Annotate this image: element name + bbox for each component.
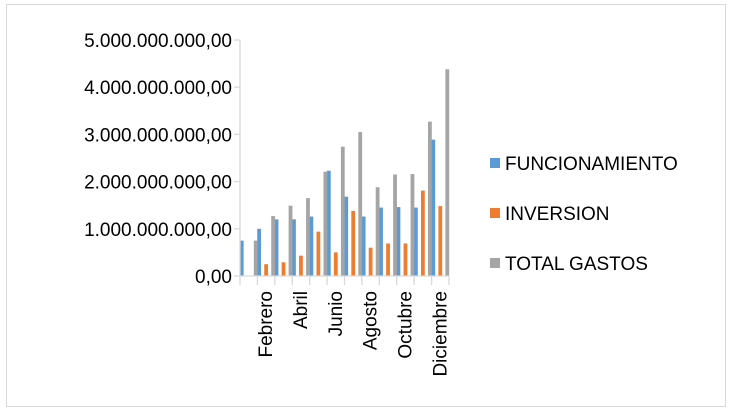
y-tick-labels: 0,00 1.000.000.000,00 2.000.000.000,00 3.00… bbox=[84, 31, 232, 288]
bar-funcionamiento-9 bbox=[396, 207, 401, 276]
y-tick-label-0: 0,00 bbox=[195, 267, 232, 288]
bar-inversion-7 bbox=[368, 247, 373, 276]
bar-funcionamiento-10 bbox=[413, 207, 418, 276]
bar-funcionamiento-3 bbox=[292, 219, 296, 276]
bar-inversion-2 bbox=[281, 262, 286, 276]
bar-inversion-11 bbox=[438, 206, 443, 276]
legend-swatch-2 bbox=[490, 258, 500, 268]
x-tick-label-1: Febrero bbox=[256, 291, 277, 358]
bar-inversion-9 bbox=[403, 243, 408, 276]
bar-total-gastos-5 bbox=[340, 146, 345, 276]
bar-funcionamiento-8 bbox=[379, 207, 383, 276]
bar-total-gastos-9 bbox=[410, 174, 415, 276]
legend-label-2: TOTAL GASTOS bbox=[505, 254, 648, 275]
x-tick-label-5: Junio bbox=[326, 291, 347, 336]
bar-total-gastos-11 bbox=[445, 69, 450, 276]
bar-total-gastos-7 bbox=[375, 187, 380, 276]
x-tick-label-7: Agosto bbox=[361, 291, 382, 350]
bar-funcionamiento-1 bbox=[257, 228, 262, 276]
bar-funcionamiento-6 bbox=[344, 196, 349, 276]
bars-layer bbox=[239, 69, 450, 276]
x-tick-label-9: Octubre bbox=[395, 291, 416, 359]
legend: FUNCIONAMIENTO INVERSION TOTAL GASTOS bbox=[490, 154, 678, 275]
bar-inversion-1 bbox=[264, 264, 269, 276]
bar-total-gastos-6 bbox=[358, 132, 363, 276]
bar-inversion-3 bbox=[299, 255, 303, 276]
legend-swatch-1 bbox=[490, 208, 500, 218]
y-tick-label-5: 5.000.000.000,00 bbox=[84, 31, 232, 52]
axes bbox=[234, 39, 450, 285]
bar-funcionamiento-0 bbox=[239, 240, 244, 276]
legend-swatch-0 bbox=[490, 158, 500, 168]
bar-funcionamiento-4 bbox=[309, 216, 314, 276]
bar-funcionamiento-5 bbox=[326, 170, 331, 276]
bar-inversion-4 bbox=[316, 231, 321, 276]
x-tick-label-11: Diciembre bbox=[430, 291, 451, 377]
bar-funcionamiento-7 bbox=[361, 216, 366, 276]
y-tick-label-3: 3.000.000.000,00 bbox=[84, 125, 232, 146]
bar-chart: 0,00 1.000.000.000,00 2.000.000.000,00 3.00… bbox=[84, 31, 678, 377]
x-tick-label-3: Abril bbox=[291, 291, 312, 329]
legend-label-0: FUNCIONAMIENTO bbox=[505, 154, 678, 175]
bar-funcionamiento-11 bbox=[431, 139, 436, 276]
bar-total-gastos-8 bbox=[393, 174, 397, 276]
bar-inversion-6 bbox=[351, 210, 356, 276]
y-tick-label-4: 4.000.000.000,00 bbox=[84, 78, 232, 99]
bar-funcionamiento-2 bbox=[274, 219, 279, 276]
bar-inversion-10 bbox=[420, 190, 425, 276]
chart-area: 0,00 1.000.000.000,00 2.000.000.000,00 3.00… bbox=[6, 4, 726, 407]
bar-total-gastos-3 bbox=[306, 198, 310, 276]
x-tick-labels: Febrero Abril Junio Agosto Octubre Diciembre bbox=[256, 291, 451, 377]
bar-total-gastos-1 bbox=[271, 216, 276, 276]
legend-label-1: INVERSION bbox=[505, 204, 610, 225]
bar-total-gastos-10 bbox=[427, 121, 432, 276]
bar-inversion-5 bbox=[333, 252, 338, 276]
y-tick-label-2: 2.000.000.000,00 bbox=[84, 173, 232, 194]
bar-total-gastos-2 bbox=[288, 205, 293, 276]
bar-inversion-8 bbox=[386, 243, 390, 276]
y-tick-label-1: 1.000.000.000,00 bbox=[84, 220, 232, 241]
bar-total-gastos-0 bbox=[253, 240, 258, 276]
bar-total-gastos-4 bbox=[323, 171, 328, 276]
